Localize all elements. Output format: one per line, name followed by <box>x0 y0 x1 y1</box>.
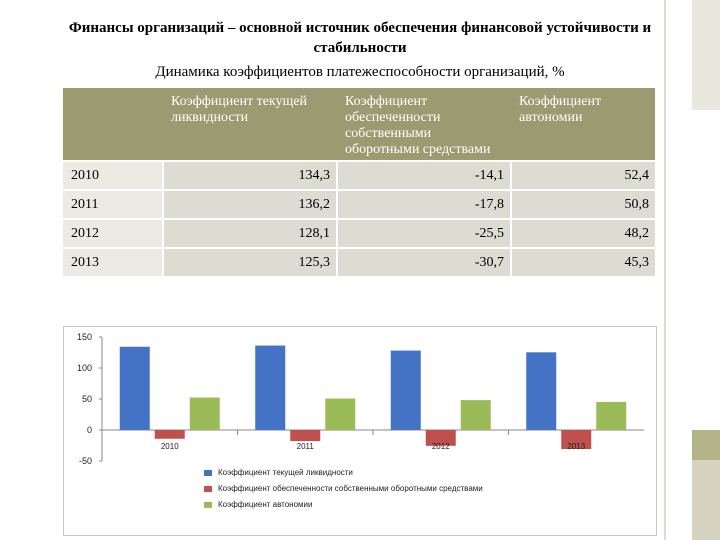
table-cell-liquidity: 128,1 <box>162 218 337 248</box>
table-row: 2011 136,2 -17,8 50,8 <box>63 189 655 219</box>
bar <box>596 401 627 430</box>
table-cell-year: 2011 <box>63 189 163 219</box>
table-cell-autonomy: 48,2 <box>510 218 655 248</box>
slide-decor-block-mid <box>692 430 720 460</box>
legend-item: Коэффициент обеспеченности собственными … <box>204 484 483 500</box>
y-tick-label: 100 <box>77 363 92 373</box>
legend-label-working-capital: Коэффициент обеспеченности собственными … <box>218 484 483 493</box>
table-cell-year: 2013 <box>63 247 163 276</box>
table-header-empty <box>63 88 163 161</box>
table-cell-autonomy: 52,4 <box>510 160 655 190</box>
x-tick-label: 2013 <box>567 442 585 451</box>
bar <box>290 430 321 442</box>
bar <box>561 430 592 450</box>
bar-chart-canvas: -50 0 50 100 150 2010 2011 2012 2013 <box>77 332 644 466</box>
legend-swatch-working-capital <box>204 485 212 492</box>
table-cell-working-capital: -25,5 <box>336 218 511 248</box>
legend-item: Коэффициент автономии <box>204 500 483 516</box>
slide-decor-block-bottom <box>692 460 720 540</box>
bar <box>154 430 185 439</box>
table-row: 2013 125,3 -30,7 45,3 <box>63 247 655 276</box>
table-row: 2010 134,3 -14,1 52,4 <box>63 160 655 190</box>
table-cell-year: 2010 <box>63 160 163 190</box>
table-cell-liquidity: 136,2 <box>162 189 337 219</box>
table-header-liquidity: Коэффициент текущей ликвидности <box>163 88 337 161</box>
bar <box>189 397 220 430</box>
x-tick-label: 2010 <box>161 442 179 451</box>
slide-subtitle: Динамика коэффициентов платежеспособност… <box>155 64 565 80</box>
legend-label-autonomy: Коэффициент автономии <box>218 500 313 509</box>
y-tick-label: -50 <box>79 456 92 466</box>
table-cell-year: 2012 <box>63 218 163 248</box>
table-cell-liquidity: 125,3 <box>162 247 337 276</box>
y-tick-label: 50 <box>82 394 92 404</box>
bar-chart: -50 0 50 100 150 2010 2011 2012 2013 Коэффициент… <box>63 326 657 536</box>
y-tick-label: 150 <box>77 332 92 342</box>
bar <box>460 400 491 430</box>
table-header-row: Коэффициент текущей ликвидности Коэффици… <box>63 88 655 161</box>
table-cell-liquidity: 134,3 <box>162 160 337 190</box>
table-row: 2012 128,1 -25,5 48,2 <box>63 218 655 248</box>
table-header-working-capital: Коэффициент обеспеченности собственными … <box>337 88 511 161</box>
legend-swatch-autonomy <box>204 501 212 508</box>
table-cell-working-capital: -14,1 <box>336 160 511 190</box>
bar <box>390 350 421 430</box>
chart-legend: Коэффициент текущей ликвидности Коэффици… <box>204 468 483 516</box>
bar <box>526 352 557 430</box>
x-tick-label: 2011 <box>297 442 315 451</box>
x-tick-label: 2012 <box>432 442 450 451</box>
bar <box>425 430 456 446</box>
slide-decor-block-top <box>692 0 720 110</box>
coefficients-table: Коэффициент текущей ликвидности Коэффици… <box>63 88 655 276</box>
table-header-autonomy: Коэффициент автономии <box>511 88 655 161</box>
legend-item: Коэффициент текущей ликвидности <box>204 468 483 484</box>
bar <box>255 345 286 430</box>
table-cell-autonomy: 50,8 <box>510 189 655 219</box>
bar <box>325 398 356 430</box>
legend-swatch-liquidity <box>204 469 212 476</box>
table-cell-working-capital: -17,8 <box>336 189 511 219</box>
legend-label-liquidity: Коэффициент текущей ликвидности <box>218 468 353 477</box>
slide-border-line <box>664 0 666 540</box>
slide-title: Финансы организаций – основной источник … <box>68 20 652 56</box>
bar <box>119 346 150 430</box>
table-cell-working-capital: -30,7 <box>336 247 511 276</box>
table-cell-autonomy: 45,3 <box>510 247 655 276</box>
y-tick-label: 0 <box>87 425 92 435</box>
